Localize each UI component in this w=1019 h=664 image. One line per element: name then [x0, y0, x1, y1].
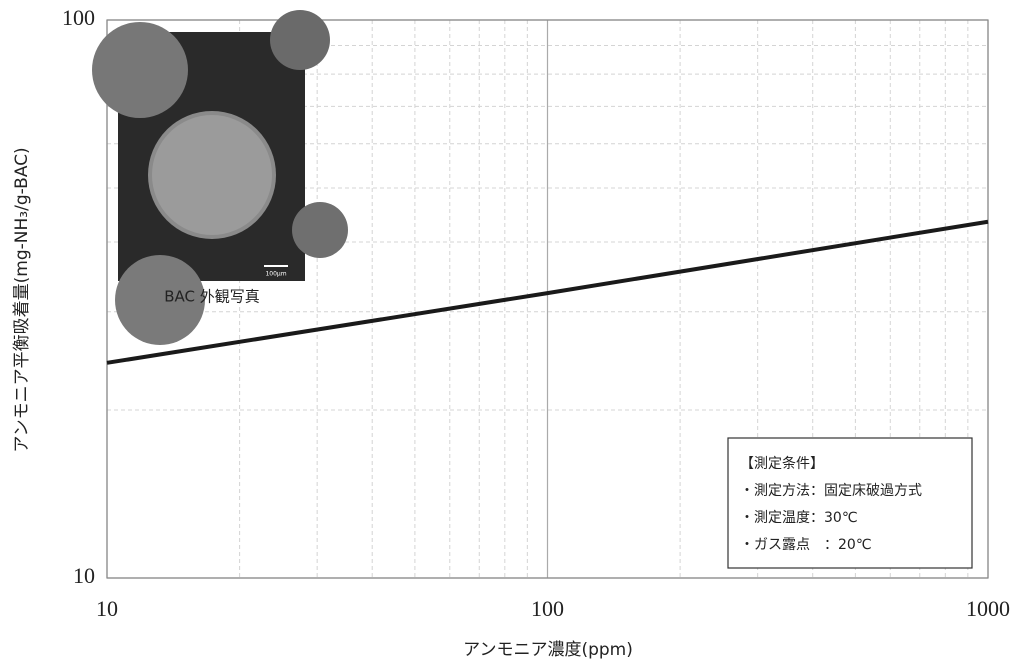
x-tick-label: 10 [96, 596, 118, 621]
annotation-line: ・ガス露点 ：20℃ [740, 537, 872, 553]
y-axis-label: アンモニア平衡吸着量(mg-NH₃/g-BAC) [12, 147, 32, 452]
annotation-line: ・測定方法：固定床破過方式 [740, 483, 922, 499]
annotation-line: ・測定温度：30℃ [740, 510, 858, 526]
y-tick-label: 10 [73, 563, 95, 588]
inset-caption: BAC 外観写真 [164, 288, 260, 306]
annotation-line: 【測定条件】 [740, 455, 824, 472]
y-tick-label: 100 [62, 5, 95, 30]
inset-scale-label: 100μm [265, 271, 286, 278]
x-tick-label: 100 [531, 596, 564, 621]
x-tick-label: 1000 [966, 596, 1010, 621]
chart: アンモニア濃度(ppm) アンモニア平衡吸着量(mg-NH₃/g-BAC) 10… [0, 0, 1019, 664]
x-axis-label: アンモニア濃度(ppm) [463, 640, 633, 660]
